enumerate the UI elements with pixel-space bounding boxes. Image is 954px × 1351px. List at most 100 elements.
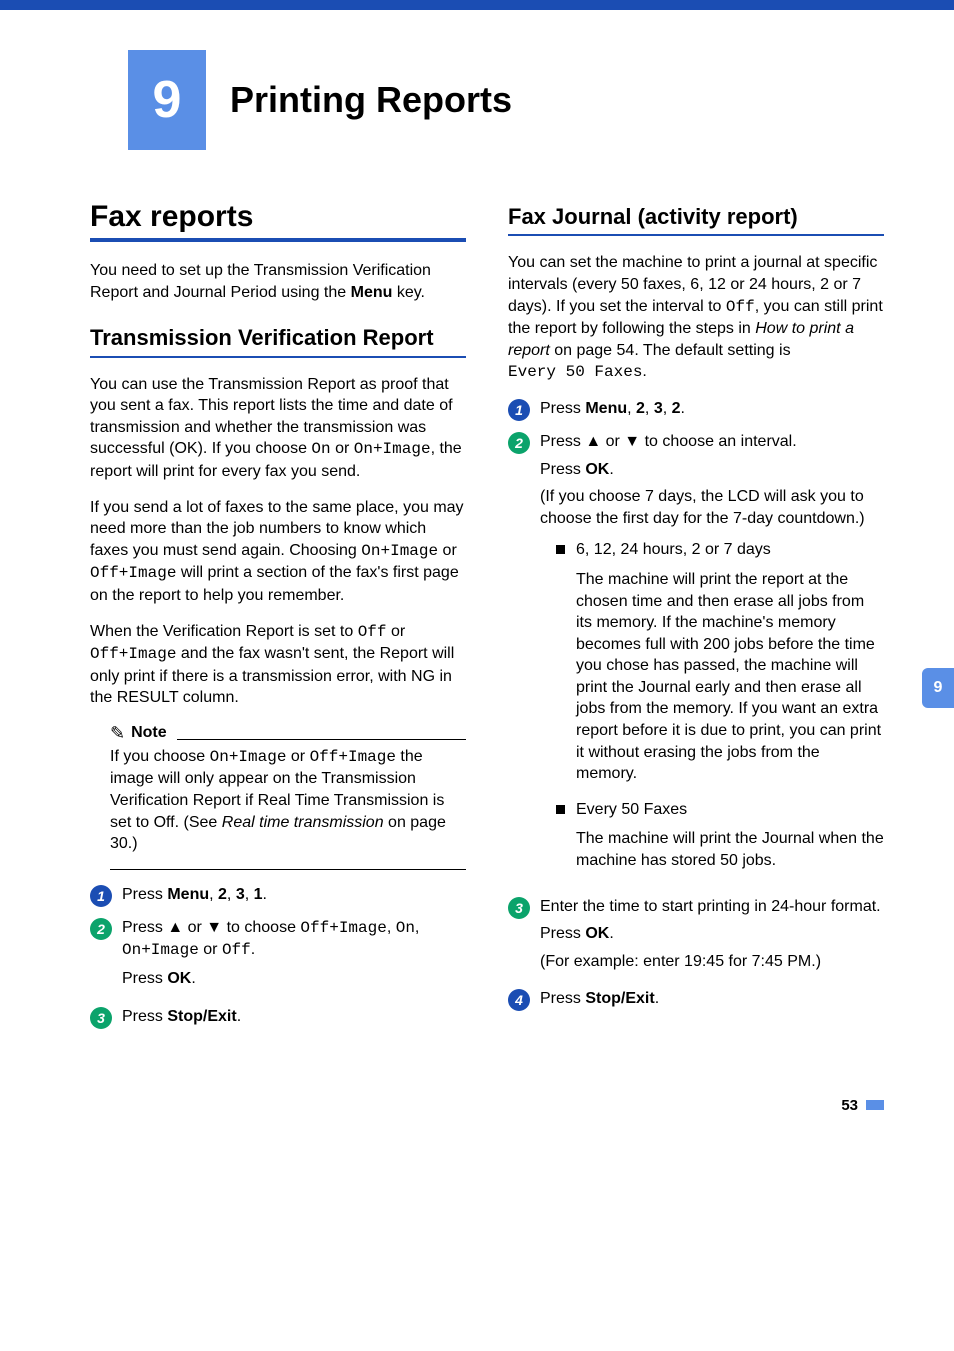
mono: Off+Image <box>300 919 386 937</box>
chapter-number: 9 <box>128 50 206 150</box>
bullet-title: 6, 12, 24 hours, 2 or 7 days <box>576 541 771 558</box>
mono: Off+Image <box>90 564 176 582</box>
mono: On+Image <box>361 542 438 560</box>
step-3: 3 Enter the time to start printing in 24… <box>508 896 884 979</box>
list-item: 6, 12, 24 hours, 2 or 7 days The machine… <box>556 539 884 785</box>
key: OK <box>167 970 191 987</box>
note-body: If you choose On+Image or Off+Image the … <box>110 746 466 855</box>
text: . <box>251 941 255 958</box>
mono: On <box>396 919 415 937</box>
key: Stop/Exit <box>585 990 654 1007</box>
text: , <box>663 400 672 417</box>
key: 2 <box>672 400 681 417</box>
text: . <box>191 970 195 987</box>
mono: Every 50 Faxes <box>508 363 642 381</box>
text: Press ▲ or ▼ to choose an interval. <box>540 431 884 453</box>
key: 3 <box>236 886 245 903</box>
bullet-body: The machine will print the Journal when … <box>576 828 884 871</box>
page-mark <box>866 1100 884 1110</box>
note-rule-top <box>177 739 466 740</box>
text: . <box>609 925 613 942</box>
bullet-title: Every 50 Faxes <box>576 801 687 818</box>
text: or <box>286 748 309 765</box>
text: , <box>209 886 218 903</box>
chapter-title: Printing Reports <box>230 79 512 121</box>
key: 2 <box>636 400 645 417</box>
intro-paragraph: You need to set up the Transmission Veri… <box>90 260 466 303</box>
text: Press <box>540 461 585 478</box>
step-badge-1: 1 <box>90 885 112 907</box>
journal-intro: You can set the machine to print a journ… <box>508 252 884 384</box>
key: OK <box>585 461 609 478</box>
bullet-list: 6, 12, 24 hours, 2 or 7 days The machine… <box>556 539 884 871</box>
key: Menu <box>167 886 209 903</box>
text: Press <box>540 990 585 1007</box>
key: 1 <box>254 886 263 903</box>
mono: On+Image <box>122 941 199 959</box>
step-2: 2 Press ▲ or ▼ to choose an interval. Pr… <box>508 431 884 886</box>
subsection-rule <box>90 356 466 358</box>
text: Press <box>540 925 585 942</box>
page-number: 53 <box>841 1097 858 1114</box>
step-badge-2: 2 <box>508 432 530 454</box>
text: . <box>263 886 267 903</box>
step-badge-1: 1 <box>508 399 530 421</box>
header-band <box>0 0 954 10</box>
text: (For example: enter 19:45 for 7:45 PM.) <box>540 951 884 973</box>
mono: Off+Image <box>90 645 176 663</box>
text: . <box>237 1008 241 1025</box>
subsection-heading-tvr: Transmission Verification Report <box>90 325 466 351</box>
subsection-heading-fax-journal: Fax Journal (activity report) <box>508 204 884 230</box>
section-rule <box>90 238 466 242</box>
step-body: Enter the time to start printing in 24-h… <box>540 896 884 979</box>
tvr-p1: You can use the Transmission Report as p… <box>90 374 466 483</box>
text: , <box>245 886 254 903</box>
step-body: Press ▲ or ▼ to choose an interval. Pres… <box>540 431 884 886</box>
text: (If you choose 7 days, the LCD will ask … <box>540 486 884 529</box>
text: Press <box>122 886 167 903</box>
subsection-rule <box>508 234 884 236</box>
right-column: Fax Journal (activity report) You can se… <box>508 200 884 1037</box>
step-badge-4: 4 <box>508 989 530 1011</box>
text: Press <box>540 400 585 417</box>
text: Enter the time to start printing in 24-h… <box>540 896 884 918</box>
chapter-block: 9 Printing Reports <box>128 50 954 150</box>
text: Press <box>122 970 167 987</box>
tvr-p2: If you send a lot of faxes to the same p… <box>90 497 466 607</box>
step-3: 3 Press Stop/Exit. <box>90 1006 466 1029</box>
menu-key: Menu <box>351 284 393 301</box>
text: , <box>645 400 654 417</box>
text: When the Verification Report is set to <box>90 623 358 640</box>
text: or <box>199 941 222 958</box>
step-body: Press ▲ or ▼ to choose Off+Image, On, On… <box>122 917 466 996</box>
section-heading-fax-reports: Fax reports <box>90 200 466 234</box>
step-1: 1 Press Menu, 2, 3, 2. <box>508 398 884 421</box>
key: 2 <box>218 886 227 903</box>
text: or <box>387 623 406 640</box>
text: key. <box>392 284 425 301</box>
note-box: ✎ Note If you choose On+Image or Off+Ima… <box>90 723 466 870</box>
link-text: Real time transmission <box>222 814 384 831</box>
note-rule-bottom <box>110 869 466 870</box>
text: If you choose <box>110 748 210 765</box>
step-body: Press Menu, 2, 3, 1. <box>122 884 466 906</box>
mono: Off <box>358 623 387 641</box>
text: . <box>642 363 646 380</box>
list-item: Every 50 Faxes The machine will print th… <box>556 799 884 872</box>
text: . <box>655 990 659 1007</box>
text: , <box>627 400 636 417</box>
note-label: Note <box>131 724 167 742</box>
left-column: Fax reports You need to set up the Trans… <box>90 200 466 1037</box>
key: 3 <box>654 400 663 417</box>
text: . <box>681 400 685 417</box>
mono: On+Image <box>354 440 431 458</box>
key: Stop/Exit <box>167 1008 236 1025</box>
note-icon: ✎ <box>110 723 125 744</box>
mono: Off <box>222 941 251 959</box>
mono: Off <box>726 298 755 316</box>
step-badge-3: 3 <box>90 1007 112 1029</box>
mono: On <box>311 440 330 458</box>
key: OK <box>585 925 609 942</box>
text: , <box>415 919 419 936</box>
page-footer: 53 <box>0 1037 954 1144</box>
